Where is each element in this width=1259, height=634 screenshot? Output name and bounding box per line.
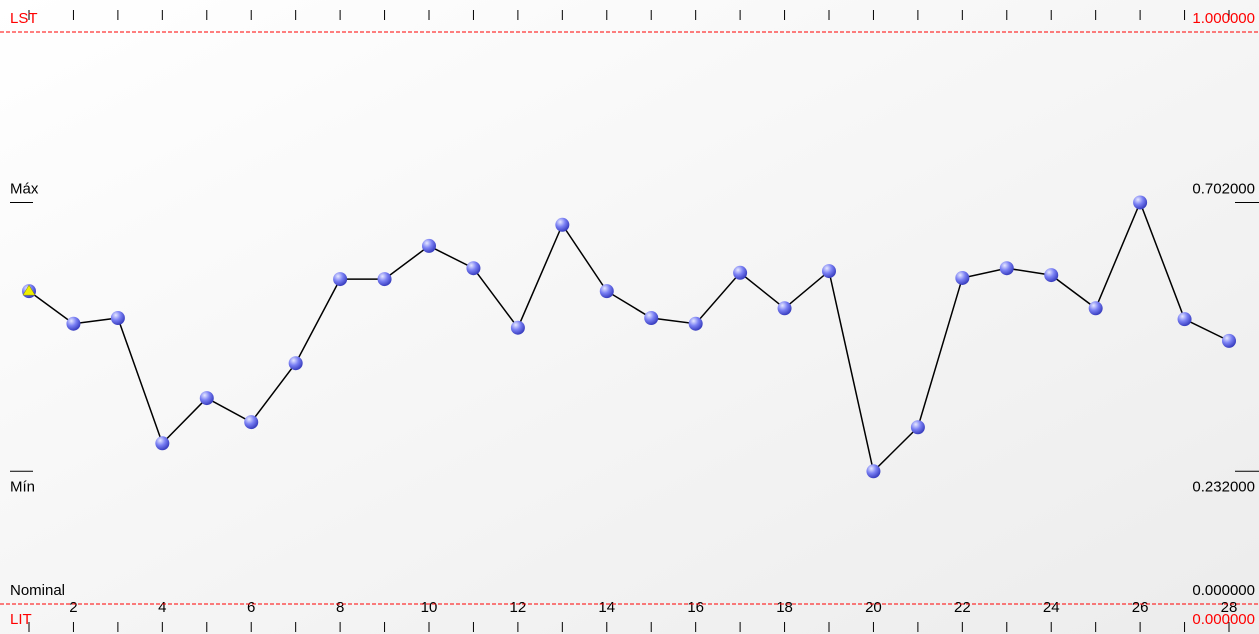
data-point	[110, 311, 125, 325]
data-point	[599, 284, 614, 299]
data-point	[1222, 333, 1236, 348]
data-point	[910, 420, 925, 435]
x-tick-label: 22	[954, 599, 971, 616]
data-point	[1088, 301, 1103, 316]
data-point	[1044, 268, 1059, 283]
reference-value: 0.000000	[1192, 611, 1255, 628]
reference-name: Máx	[10, 180, 39, 197]
x-tick-label: 14	[598, 599, 615, 616]
x-tick-label: 28	[1221, 599, 1238, 616]
data-point	[244, 415, 259, 430]
data-point	[377, 272, 392, 287]
reference-value: 0.000000	[1192, 582, 1255, 599]
data-point	[777, 301, 792, 316]
data-point	[199, 391, 214, 406]
x-tick-label: 6	[247, 599, 255, 616]
data-point	[955, 270, 970, 285]
reference-value: 1.000000	[1192, 10, 1255, 27]
x-tick-label: 24	[1043, 599, 1060, 616]
data-point	[733, 265, 748, 280]
data-point	[688, 316, 703, 331]
reference-name: Mín	[10, 478, 35, 495]
data-point	[1133, 195, 1148, 210]
data-point	[466, 261, 481, 276]
data-point	[510, 320, 525, 335]
reference-value: 0.702000	[1192, 180, 1255, 197]
data-point	[822, 264, 836, 279]
x-tick-label: 26	[1132, 599, 1149, 616]
first-point-marker	[22, 284, 36, 296]
data-point	[333, 272, 348, 287]
reference-name: Nominal	[10, 582, 65, 599]
data-point	[66, 316, 81, 331]
x-tick-label: 10	[421, 599, 438, 616]
reference-name: LIT	[10, 611, 32, 628]
x-tick-label: 8	[336, 599, 344, 616]
data-point	[644, 311, 659, 325]
data-point	[155, 436, 170, 451]
series-line	[28, 200, 1230, 473]
data-point	[555, 217, 570, 232]
x-tick-label: 4	[158, 599, 166, 616]
data-point	[866, 464, 881, 479]
reference-value: 0.232000	[1192, 478, 1255, 495]
reference-name: LST	[10, 10, 38, 27]
data-point	[999, 261, 1014, 276]
x-tick-label: 20	[865, 599, 882, 616]
x-tick-label: 18	[776, 599, 793, 616]
data-point	[1177, 312, 1192, 327]
data-point	[422, 238, 436, 253]
x-tick-label: 12	[510, 599, 527, 616]
x-tick-label: 2	[69, 599, 77, 616]
data-point	[288, 356, 303, 371]
x-tick-label: 16	[687, 599, 704, 616]
